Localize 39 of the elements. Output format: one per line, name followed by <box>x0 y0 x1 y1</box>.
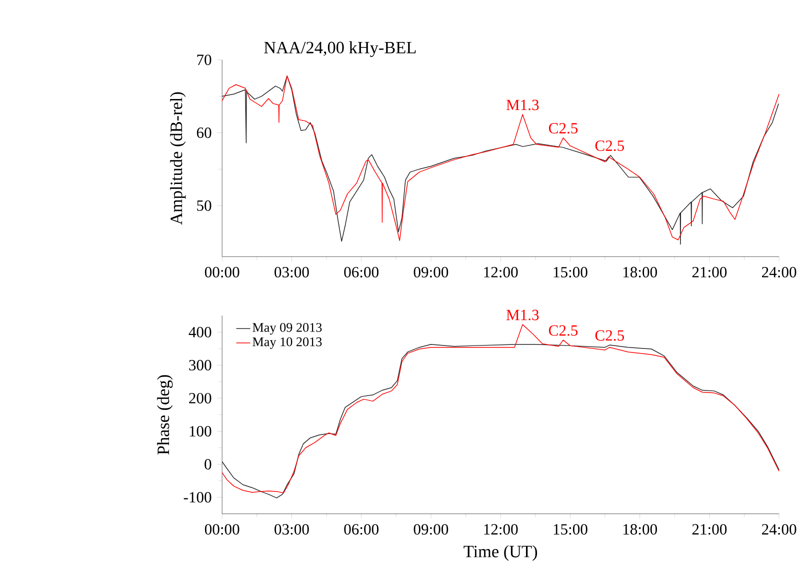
y-axis-title: Amplitude (dB-rel) <box>170 92 186 225</box>
x-tick-label: 24:00 <box>762 266 796 278</box>
x-tick-label: 15:00 <box>554 266 588 278</box>
x-axis-title: Time (UT) <box>464 545 538 561</box>
x-tick-label: 12:00 <box>484 266 518 278</box>
y-tick-label: 60 <box>196 127 212 138</box>
y-axis-title: Phase (deg) <box>157 375 173 455</box>
chart-title: NAA/24,00 kHy-BEL <box>264 41 416 57</box>
x-tick-label: 03:00 <box>274 266 309 278</box>
x-tick-label: 09:00 <box>414 524 448 535</box>
x-tick-label: 03:00 <box>274 524 309 535</box>
y-tick-label: 400 <box>188 326 212 338</box>
x-tick-label: 21:00 <box>692 266 727 278</box>
y-tick-label: 0 <box>204 459 212 470</box>
x-tick-label: 00:00 <box>204 524 240 535</box>
y-tick-label: 50 <box>197 200 212 211</box>
legend-label: May 09 2013 <box>252 323 322 335</box>
y-tick-label: 70 <box>197 54 212 66</box>
x-tick-label: 09:00 <box>414 266 448 278</box>
x-tick-label: 18:00 <box>623 524 657 535</box>
y-tick-label: 300 <box>189 360 212 370</box>
annotation: C2.5 <box>595 140 624 152</box>
annotation: M1.3 <box>506 310 539 320</box>
x-tick-label: 06:00 <box>344 266 378 278</box>
annotation: C2.5 <box>595 330 624 341</box>
x-tick-label: 00:00 <box>204 266 240 278</box>
annotation: M1.3 <box>506 100 539 110</box>
x-tick-label: 24:00 <box>762 524 796 535</box>
y-tick-label: -100 <box>184 492 212 503</box>
x-tick-label: 21:00 <box>692 524 727 535</box>
legend-label: May 10 2013 <box>252 337 322 349</box>
x-tick-label: 18:00 <box>623 266 657 278</box>
annotation: C2.5 <box>548 123 578 134</box>
y-tick-label: 100 <box>190 426 212 436</box>
x-tick-label: 06:00 <box>344 524 378 535</box>
x-tick-label: 12:00 <box>484 524 518 535</box>
x-tick-label: 15:00 <box>554 524 588 535</box>
annotation: C2.5 <box>548 325 578 336</box>
y-tick-label: 200 <box>189 392 212 404</box>
